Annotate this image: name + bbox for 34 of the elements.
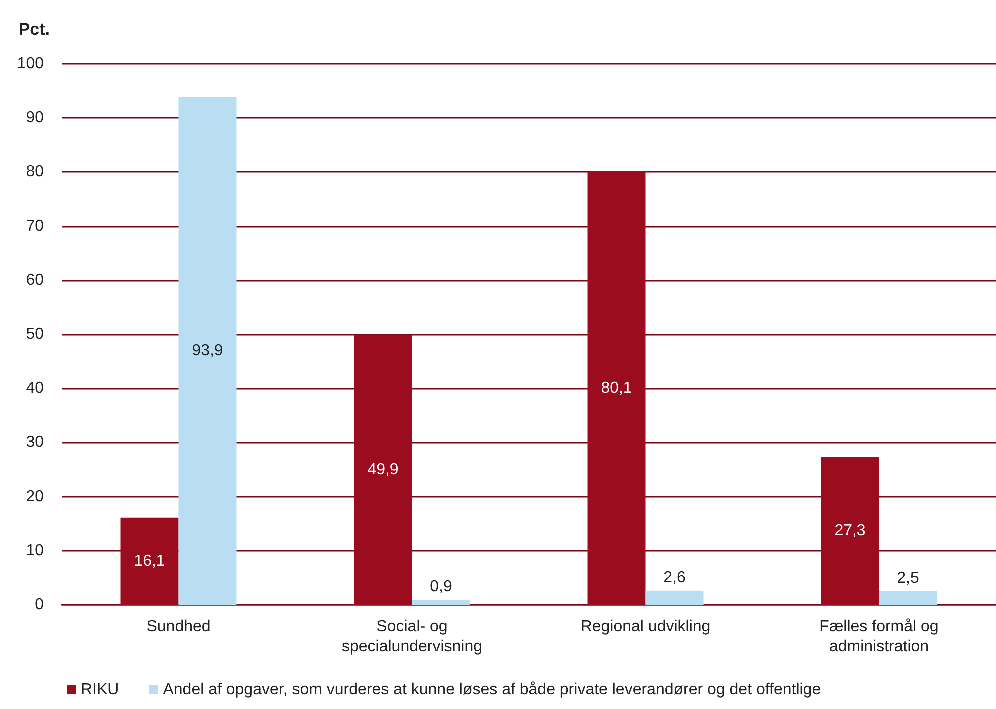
bar <box>178 97 237 605</box>
y-tick-label: 80 <box>26 164 44 181</box>
x-tick-label: Social- og specialundervisning <box>342 618 483 656</box>
data-label: 49,9 <box>368 462 399 479</box>
y-tick-label: 100 <box>17 56 44 72</box>
y-tick-label: 90 <box>26 110 44 127</box>
x-tick-label: Regional udvikling <box>580 618 711 636</box>
x-tick-label: Sundhed <box>146 618 211 636</box>
bar <box>120 518 179 605</box>
bar <box>879 591 938 605</box>
bar <box>646 590 704 605</box>
data-label: 27,3 <box>834 522 866 540</box>
y-tick-label: 60 <box>26 272 44 289</box>
bar <box>412 600 470 605</box>
y-tick-label: 0 <box>35 596 44 614</box>
y-axis-title: Pct. <box>18 20 50 39</box>
legend-label: Andel af opgaver, som vurderes at kunne løses af både private leverandører og det offentlige <box>163 682 822 698</box>
data-label: 2,5 <box>897 570 920 587</box>
data-label: 80,1 <box>601 380 632 397</box>
data-label: 93,9 <box>192 342 224 360</box>
x-tick-label: Fælles formål og administration <box>820 618 939 656</box>
data-label: 2,6 <box>664 569 686 586</box>
data-label: 0,9 <box>430 578 452 596</box>
bar <box>588 172 646 605</box>
y-tick-label: 20 <box>26 488 44 506</box>
y-tick-label: 30 <box>26 434 44 452</box>
bar <box>354 335 412 605</box>
legend-label: RIKU <box>81 682 120 698</box>
y-tick-label: 10 <box>26 542 44 560</box>
y-tick-label: 40 <box>26 380 44 398</box>
y-tick-label: 50 <box>26 326 44 343</box>
bar <box>821 457 880 605</box>
y-tick-label: 70 <box>26 218 44 235</box>
data-label: 16,1 <box>134 552 166 570</box>
